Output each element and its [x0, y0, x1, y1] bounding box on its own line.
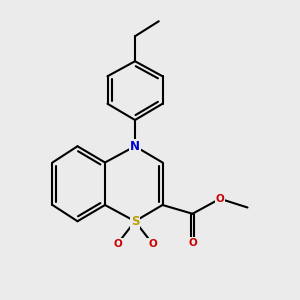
Text: O: O — [148, 239, 157, 249]
Text: N: N — [130, 140, 140, 153]
Text: S: S — [131, 215, 139, 228]
Text: O: O — [113, 239, 122, 249]
Text: O: O — [216, 194, 224, 204]
Text: O: O — [188, 238, 197, 248]
